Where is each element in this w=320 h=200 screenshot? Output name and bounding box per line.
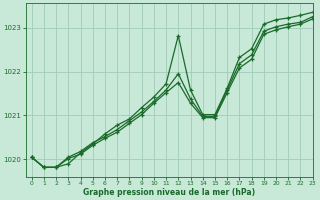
- X-axis label: Graphe pression niveau de la mer (hPa): Graphe pression niveau de la mer (hPa): [83, 188, 255, 197]
